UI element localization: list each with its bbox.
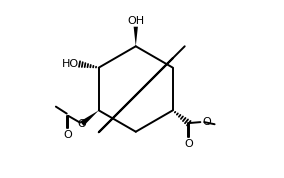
Text: O: O <box>63 130 72 140</box>
Polygon shape <box>80 110 99 126</box>
Text: HO: HO <box>62 59 79 69</box>
Text: O: O <box>184 139 193 149</box>
Text: OH: OH <box>127 16 144 26</box>
Text: O: O <box>202 117 211 127</box>
Polygon shape <box>134 27 138 46</box>
Text: O: O <box>77 119 86 129</box>
